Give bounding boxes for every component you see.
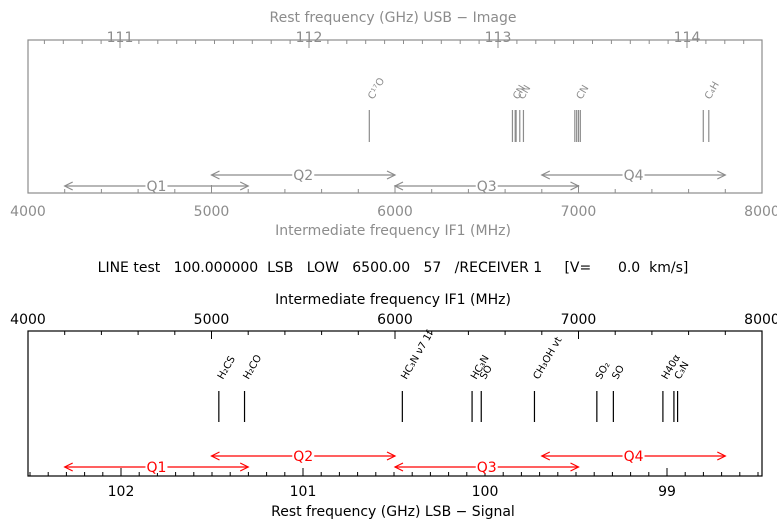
- range-label: Q2: [293, 168, 313, 184]
- range-label-bg: [622, 449, 645, 462]
- spectral-line-label: HC₃N ν7 1f: [399, 329, 436, 382]
- bottom-tick-label: 102: [108, 484, 135, 500]
- bottom-tick-label: 7000: [561, 204, 597, 220]
- range-arrowhead-left: [393, 462, 404, 472]
- range-label: Q3: [477, 460, 497, 476]
- range-label: Q1: [146, 179, 166, 195]
- bottom-axis-title: Intermediate frequency IF1 (MHz): [275, 223, 511, 239]
- top-tick-label: 113: [485, 30, 512, 46]
- range-label: Q2: [293, 449, 313, 465]
- range-label-bg: [475, 460, 498, 473]
- range-arrowhead-right: [717, 451, 727, 461]
- spectral-line-label: CN: [575, 83, 592, 101]
- range-label: Q4: [624, 449, 644, 465]
- spectral-line-label: H₂CO: [242, 353, 265, 381]
- status-line: LINE test 100.000000 LSB LOW 6500.00 57 …: [98, 260, 689, 276]
- signal-panel: Intermediate frequency IF1 (MHz) Rest fre…: [10, 292, 777, 520]
- bottom-tick-label: 5000: [194, 204, 230, 220]
- spectral-line-label: SO₂: [594, 360, 613, 381]
- bottom-tick-label: 8000: [744, 204, 777, 220]
- range-arrowhead-left: [63, 462, 73, 472]
- range-arrowhead-left: [210, 170, 220, 180]
- top-tick-label: 114: [674, 30, 701, 46]
- range-arrowhead-right: [386, 451, 397, 461]
- range-label-bg: [622, 168, 645, 181]
- range-label-bg: [145, 460, 168, 473]
- range-label-bg: [145, 179, 168, 192]
- plot-frame: [27, 39, 763, 194]
- range-label: Q3: [477, 179, 497, 195]
- range-arrowhead-right: [570, 462, 580, 472]
- range-arrowhead-left: [210, 451, 220, 461]
- bottom-axis-title: Rest frequency (GHz) LSB − Signal: [271, 504, 515, 520]
- top-tick-label: 6000: [377, 312, 413, 328]
- range-arrowhead-left: [540, 451, 551, 461]
- range-label: Q4: [624, 168, 644, 184]
- bottom-tick-label: 100: [472, 484, 499, 500]
- range-arrowhead-right: [570, 181, 580, 191]
- spectral-line-label: H₂CS: [216, 354, 238, 381]
- top-axis-title: Rest frequency (GHz) USB − Image: [270, 10, 517, 26]
- range-label: Q1: [146, 460, 166, 476]
- range-arrowhead-right: [239, 181, 250, 191]
- bottom-tick-label: 99: [658, 484, 676, 500]
- spectral-line-label: SO: [610, 364, 627, 382]
- top-tick-label: 8000: [744, 312, 777, 328]
- top-tick-label: 4000: [10, 312, 46, 328]
- spectral-line-label: C₄H: [703, 80, 722, 102]
- range-label-bg: [292, 449, 315, 462]
- top-tick-label: 111: [107, 30, 134, 46]
- top-tick-label: 7000: [561, 312, 597, 328]
- range-arrowhead-right: [717, 170, 727, 180]
- plot-frame: [27, 330, 763, 477]
- range-arrowhead-left: [393, 181, 404, 191]
- range-label-bg: [475, 179, 498, 192]
- bottom-tick-label: 4000: [10, 204, 46, 220]
- range-arrowhead-right: [239, 462, 250, 472]
- bottom-tick-label: 6000: [377, 204, 413, 220]
- range-label-bg: [292, 168, 315, 181]
- image-panel: Rest frequency (GHz) USB − Image Intermed…: [10, 10, 777, 239]
- top-tick-label: 112: [296, 30, 323, 46]
- bottom-tick-label: 101: [290, 484, 317, 500]
- top-tick-label: 5000: [194, 312, 230, 328]
- spectral-line-label: C¹⁷O: [366, 76, 387, 101]
- range-arrowhead-left: [63, 181, 73, 191]
- range-arrowhead-left: [540, 170, 551, 180]
- range-arrowhead-right: [386, 170, 397, 180]
- spectral-line-label: CH₃OH vt: [532, 335, 565, 381]
- top-axis-title: Intermediate frequency IF1 (MHz): [275, 292, 511, 308]
